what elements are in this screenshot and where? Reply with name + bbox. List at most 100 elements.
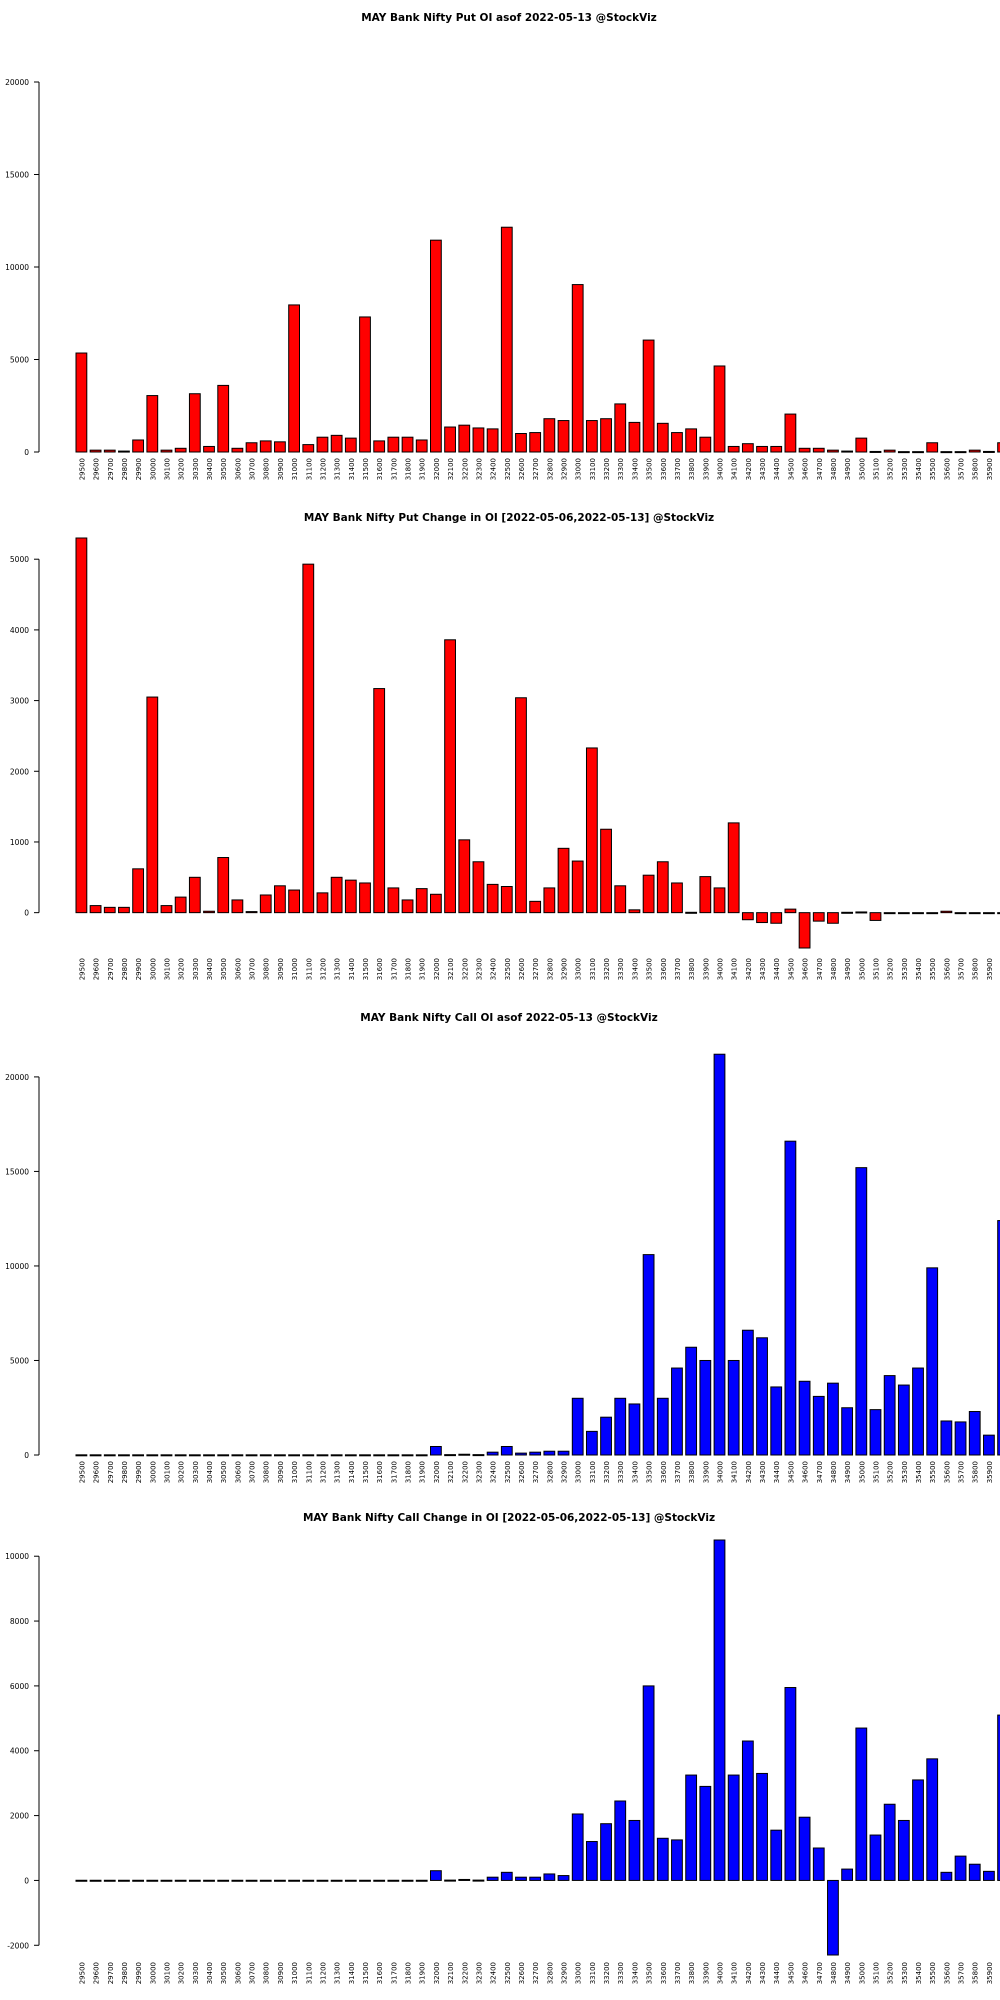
x-tick-label: 30500 [220, 1962, 228, 1984]
bar-34900 [841, 450, 854, 453]
x-tick-label: 33400 [631, 1461, 639, 1483]
bar-31000 [288, 889, 301, 914]
x-tick-label: 33900 [702, 458, 710, 480]
x-tick-label: 35500 [929, 1962, 937, 1984]
x-tick-label: 31400 [348, 1962, 356, 1984]
x-tick-label: 30700 [249, 458, 257, 480]
x-tick-label: 34500 [787, 1461, 795, 1483]
bar-30600 [231, 447, 244, 453]
x-tick-label: 35200 [887, 1461, 895, 1483]
bar-32200 [458, 424, 471, 453]
x-tick-label: 33700 [674, 458, 682, 480]
x-tick-label: 31700 [390, 458, 398, 480]
y-tick-label: 3000 [10, 697, 29, 706]
bar-29600 [89, 449, 102, 453]
x-tick-label: 35500 [929, 958, 937, 980]
bar-31400 [344, 1879, 357, 1882]
bar-33900 [699, 1359, 712, 1456]
x-tick-label: 34800 [830, 958, 838, 980]
x-tick-label: 35300 [901, 958, 909, 980]
x-tick-label: 30900 [277, 958, 285, 980]
bar-32700 [529, 1451, 542, 1456]
bar-32500 [500, 226, 513, 453]
x-tick-label: 30400 [206, 1962, 214, 1984]
x-tick-label: 30000 [149, 1461, 157, 1483]
x-tick-label: 35000 [858, 1461, 866, 1483]
x-tick-label: 30900 [277, 1962, 285, 1984]
bar-34200 [741, 443, 754, 453]
bar-29900 [132, 868, 145, 914]
y-tick-label: 15000 [5, 1167, 29, 1176]
x-tick-label: 29900 [135, 1461, 143, 1483]
bar-35900 [983, 1870, 995, 1881]
bar-30000 [146, 395, 159, 453]
x-tick-label: 33200 [603, 1962, 611, 1984]
bar-35800 [968, 449, 981, 453]
x-tick-label: 30100 [163, 958, 171, 980]
bar-35400 [912, 1367, 924, 1456]
bar-31300 [330, 1879, 343, 1882]
x-tick-label: 34100 [731, 458, 739, 480]
bar-32200 [458, 839, 471, 914]
bar-34100 [727, 445, 740, 453]
x-tick-label: 30700 [249, 1461, 257, 1483]
bar-29700 [103, 449, 116, 453]
x-tick-label: 30900 [277, 1461, 285, 1483]
x-tick-label: 35700 [958, 1962, 966, 1984]
bar-30200 [174, 1879, 187, 1882]
x-tick-label: 30300 [192, 958, 200, 980]
bar-31100 [302, 563, 315, 914]
x-tick-label: 31600 [376, 458, 384, 480]
x-tick-label: 29900 [135, 958, 143, 980]
bar-32100 [444, 1879, 456, 1882]
bar-31400 [344, 437, 357, 453]
x-tick-label: 33800 [688, 458, 696, 480]
x-tick-label: 33800 [688, 1461, 696, 1483]
bar-31500 [359, 1454, 371, 1457]
bar-34600 [798, 1816, 811, 1881]
x-tick-label: 31700 [390, 1962, 398, 1984]
bar-32600 [515, 697, 527, 914]
bar-30200 [174, 896, 187, 914]
x-tick-label: 30800 [263, 1962, 271, 1984]
bar-34800 [827, 449, 839, 453]
x-tick-label: 34200 [745, 458, 753, 480]
x-tick-label: 34900 [844, 1962, 852, 1984]
bar-33000 [571, 1397, 584, 1456]
bar-35100 [869, 1834, 882, 1881]
x-tick-label: 34100 [731, 1461, 739, 1483]
x-tick-label: 33700 [674, 1461, 682, 1483]
x-tick-label: 35000 [858, 1962, 866, 1984]
x-tick-label: 31300 [334, 458, 342, 480]
bar-35100 [869, 450, 882, 453]
bar-32100 [444, 1454, 456, 1457]
x-tick-label: 33200 [603, 1461, 611, 1483]
bar-32500 [500, 1871, 513, 1881]
x-tick-label: 30600 [234, 958, 242, 980]
x-tick-label: 35800 [972, 958, 980, 980]
x-tick-label: 33800 [688, 1962, 696, 1984]
bar-33000 [571, 284, 584, 453]
bar-31000 [288, 304, 301, 453]
bar-30700 [245, 1454, 258, 1457]
y-tick-label: 0 [24, 448, 29, 457]
x-tick-label: 33900 [702, 1461, 710, 1483]
x-tick-label: 33300 [617, 1962, 625, 1984]
x-tick-label: 32500 [504, 1461, 512, 1483]
bar-35100 [869, 912, 882, 921]
x-tick-label: 32200 [461, 458, 469, 480]
chart-panel-2: MAY Bank Nifty Put Change in OI [2022-05… [10, 512, 1000, 980]
bar-35700 [954, 1421, 967, 1456]
bar-31400 [344, 879, 357, 914]
x-tick-label: 32600 [518, 958, 526, 980]
x-tick-label: 30700 [249, 1962, 257, 1984]
bar-33200 [600, 1416, 612, 1456]
x-tick-label: 31100 [305, 1461, 313, 1483]
x-tick-label: 32100 [447, 458, 455, 480]
bar-33100 [585, 420, 598, 453]
bar-31900 [415, 1879, 428, 1882]
bar-31000 [288, 1454, 301, 1457]
bar-33000 [571, 1813, 584, 1881]
bar-35800 [968, 912, 981, 915]
